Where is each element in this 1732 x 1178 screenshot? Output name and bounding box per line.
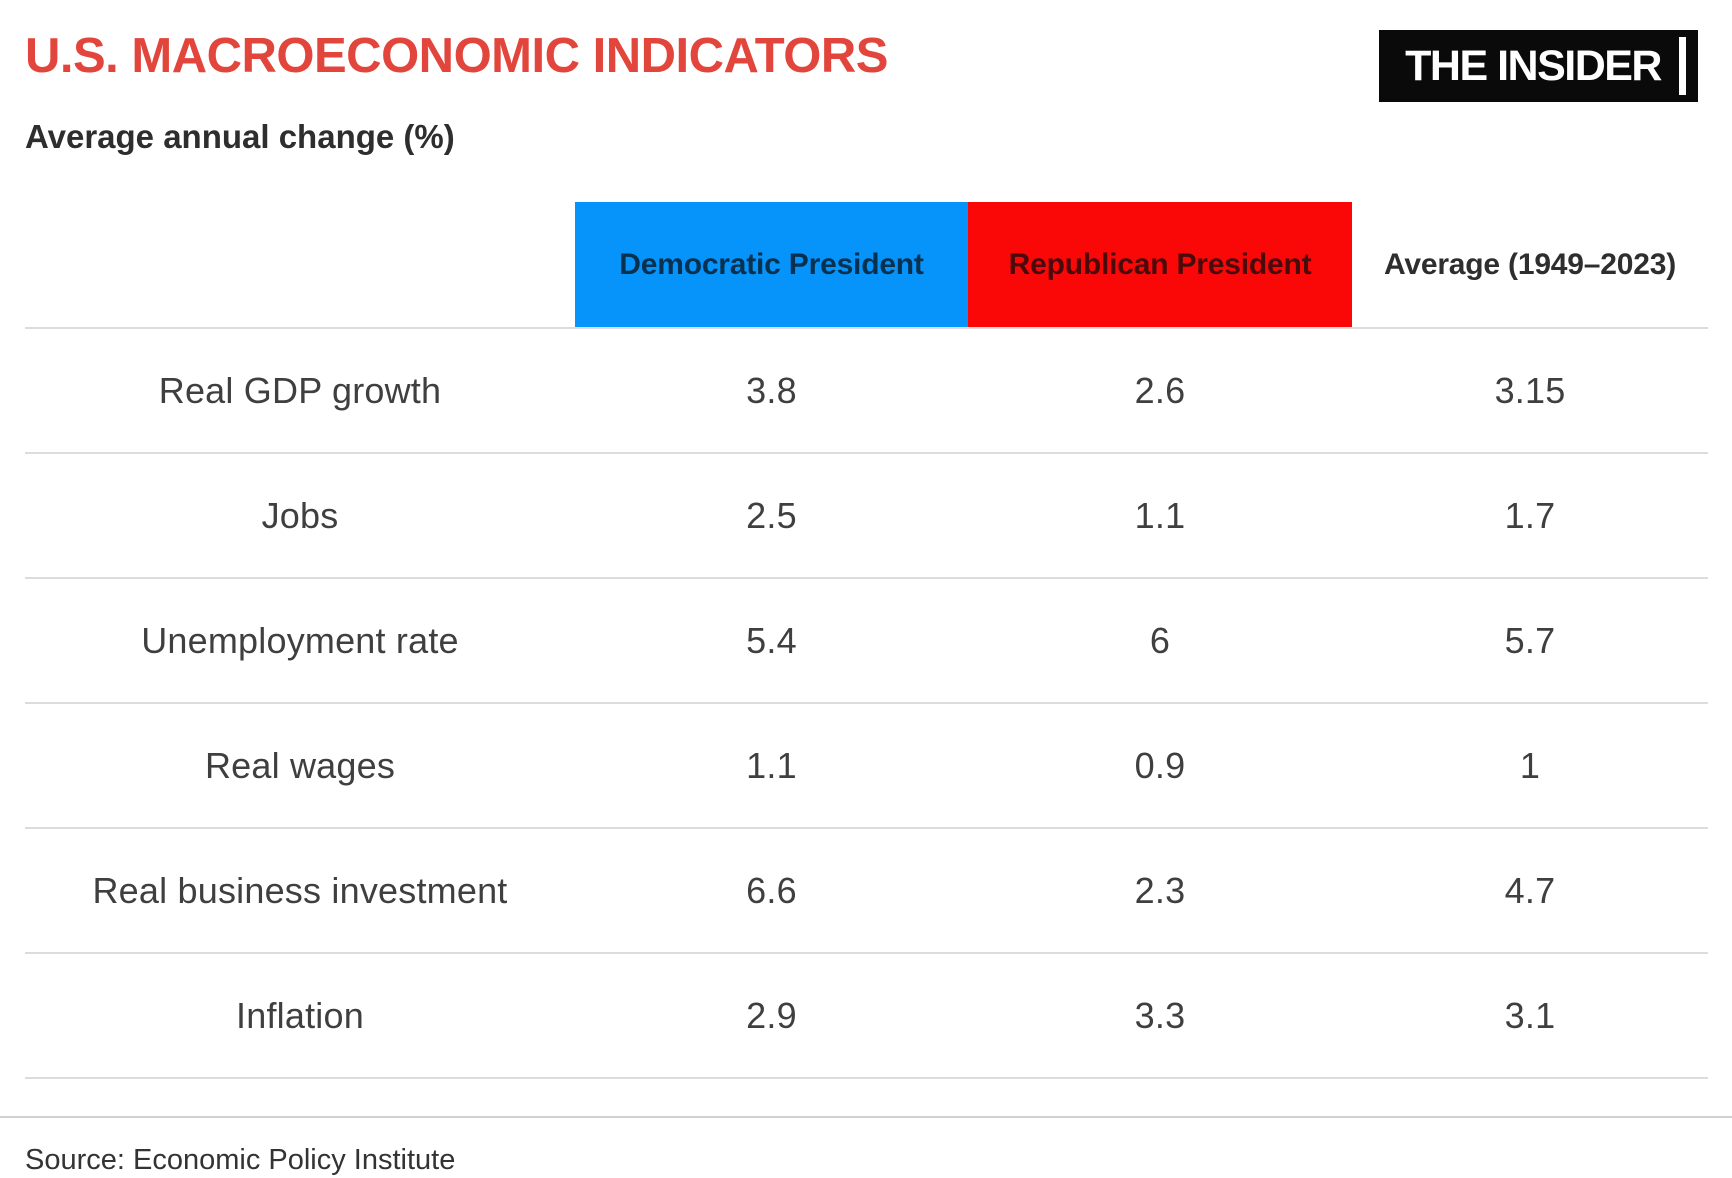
page-subtitle: Average annual change (%) [25,118,455,155]
table-row: Real business investment 6.6 2.3 4.7 [25,827,1708,952]
cell-average: 3.1 [1504,994,1556,1036]
cell-average: 1 [1519,744,1541,786]
table-row: Real GDP growth 3.8 2.6 3.15 [25,327,1708,452]
row-label: Unemployment rate [141,619,459,661]
row-label: Jobs [261,494,339,536]
brand-logo-text: THE INSIDER [1405,41,1662,90]
cell-democratic: 5.4 [746,619,797,661]
table-row: Real wages 1.1 0.9 1 [25,702,1708,827]
data-table: Democratic President Republican Presiden… [25,202,1708,1079]
cell-republican: 2.3 [1134,869,1186,911]
bottom-divider [0,1116,1732,1118]
cell-republican: 6 [1149,619,1171,661]
row-label: Real wages [204,744,396,786]
column-header-empty [25,202,575,327]
cell-average: 1.7 [1504,494,1556,536]
brand-logo: THE INSIDER [1379,30,1698,102]
cell-democratic: 1.1 [746,744,797,786]
cell-republican: 2.6 [1134,369,1186,411]
table-row: Inflation 2.9 3.3 3.1 [25,952,1708,1077]
cell-republican: 0.9 [1134,744,1186,786]
cell-democratic: 2.9 [746,994,797,1036]
table-row: Jobs 2.5 1.1 1.7 [25,452,1708,577]
row-label: Real business investment [92,869,508,911]
header-bar: U.S. MACROECONOMIC INDICATORS THE INSIDE… [0,0,1732,102]
row-label: Real GDP growth [158,369,442,411]
cell-republican: 3.3 [1134,994,1186,1036]
cell-democratic: 6.6 [746,869,797,911]
column-header-republican: Republican President [968,202,1352,327]
cell-republican: 1.1 [1134,494,1186,536]
source-note: Source: Economic Policy Institute [25,1144,456,1176]
cell-average: 5.7 [1504,619,1556,661]
column-header-average: Average (1949–2023) [1384,247,1676,281]
cell-democratic: 2.5 [746,494,797,536]
row-label: Inflation [236,994,364,1036]
table-header-row: Democratic President Republican Presiden… [25,202,1708,327]
cell-average: 3.15 [1494,369,1566,411]
table-row: Unemployment rate 5.4 6 5.7 [25,577,1708,702]
logo-cursor-bar [1679,37,1686,95]
column-header-democratic: Democratic President [575,202,968,327]
cell-democratic: 3.8 [746,369,797,411]
page-title: U.S. MACROECONOMIC INDICATORS [25,29,888,83]
cell-average: 4.7 [1504,869,1556,911]
